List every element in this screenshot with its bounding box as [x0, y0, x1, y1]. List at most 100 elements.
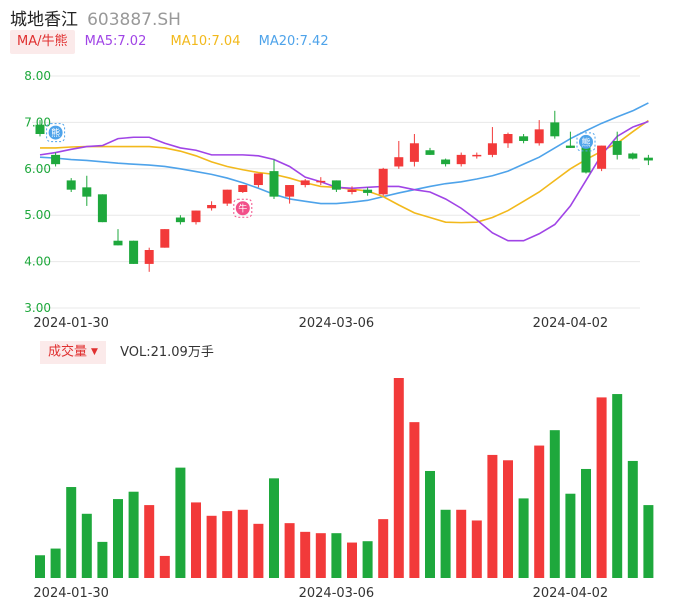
candle	[331, 180, 341, 192]
x-tick-label: 2024-03-06	[299, 316, 375, 331]
candle	[519, 134, 529, 144]
candle	[456, 152, 466, 167]
candle	[82, 175, 92, 206]
volume-bar	[409, 422, 420, 578]
ma5-line	[39, 120, 649, 242]
volume-indicator-selector[interactable]: 成交量 ▼	[40, 341, 106, 364]
candle	[409, 134, 419, 167]
candle-body	[207, 204, 217, 209]
candle	[347, 186, 357, 195]
candle-body	[316, 180, 326, 183]
volume-bar	[315, 533, 326, 578]
candle	[612, 131, 622, 160]
ma-legend: MA/牛熊 MA5:7.02 MA10:7.04 MA20:7.42	[10, 30, 329, 54]
candle	[175, 215, 185, 225]
candle	[441, 158, 451, 167]
volume-bar	[191, 502, 201, 578]
candle-body	[363, 189, 373, 193]
volume-bar	[206, 515, 217, 578]
ma-indicator-selector[interactable]: MA/牛熊	[10, 30, 75, 54]
candle	[503, 132, 513, 148]
candle-body	[472, 154, 482, 157]
volume-bar	[425, 470, 435, 578]
ma5-label: MA5:7.02	[84, 34, 147, 49]
volume-bar	[518, 498, 529, 578]
volume-bar	[284, 523, 295, 578]
candle	[51, 152, 61, 167]
candle-body	[191, 210, 201, 223]
x-tick-label: 2024-01-30	[33, 316, 109, 331]
y-tick-label: 3.00	[24, 301, 51, 315]
candle-body	[394, 157, 404, 167]
volume-bar	[643, 505, 654, 578]
volume-bar	[35, 555, 45, 578]
candle	[597, 145, 607, 172]
candle	[191, 210, 201, 225]
volume-bar	[237, 509, 248, 578]
volume-x-axis: 2024-01-30 2024-03-06 2024-04-02	[33, 586, 608, 601]
volume-bar	[440, 509, 451, 578]
candle	[378, 167, 388, 196]
volume-bar	[393, 378, 404, 578]
volume-bar	[612, 394, 623, 578]
x-tick-label: 2024-03-06	[299, 586, 375, 601]
volume-bar	[269, 478, 279, 578]
candle-body	[51, 154, 61, 165]
candle-body	[628, 153, 638, 159]
volume-bar	[128, 491, 139, 578]
y-tick-label: 8.00	[24, 69, 51, 83]
candle	[207, 201, 217, 211]
stock-name: 城地香江	[10, 10, 78, 30]
candle-body	[409, 143, 419, 162]
candle	[66, 178, 76, 192]
volume-value: VOL:21.09万手	[120, 344, 214, 360]
volume-bar	[549, 430, 560, 578]
bull-badge-icon: 牛	[233, 198, 253, 218]
stock-header: 城地香江 603887.SH	[10, 5, 181, 30]
volume-bar	[253, 523, 264, 578]
bear-badge-icon-circle	[579, 134, 593, 149]
volume-bar	[362, 541, 373, 578]
candle	[487, 127, 497, 158]
candle-body	[565, 145, 575, 148]
candle	[425, 147, 435, 155]
candle-body	[144, 250, 154, 264]
candle-body	[550, 122, 560, 137]
bear-badge-icon-frame	[576, 132, 596, 152]
candle-body	[378, 168, 388, 195]
volume-tag-label: 成交量	[48, 344, 88, 360]
price-x-axis: 2024-01-30 2024-03-06 2024-04-02	[33, 316, 608, 331]
bear-badge-icon-circle	[48, 125, 63, 140]
y-tick-label: 4.00	[24, 255, 51, 269]
volume-bar	[144, 505, 155, 578]
bear-badge-icon: 熊	[46, 123, 66, 143]
volume-bar	[159, 555, 170, 578]
y-tick-label: 6.00	[24, 162, 51, 176]
candle-body	[487, 143, 497, 155]
candle-body	[425, 150, 435, 155]
candle	[222, 189, 232, 206]
bear-badge-icon: 熊	[576, 132, 596, 152]
x-tick-label: 2024-01-30	[33, 586, 109, 601]
candle-body	[300, 180, 310, 186]
volume-bar	[66, 487, 77, 578]
candle-body	[97, 194, 107, 223]
volume-bar	[471, 520, 482, 578]
volume-bar	[113, 499, 123, 578]
candle	[300, 179, 310, 188]
volume-bar	[300, 531, 311, 578]
volume-bar	[456, 509, 467, 578]
candlesticks	[35, 110, 653, 272]
candle-body	[113, 240, 123, 246]
volume-bar	[378, 519, 389, 578]
bear-badge-icon-text: 熊	[51, 127, 60, 139]
candle	[534, 120, 544, 146]
candle	[144, 247, 154, 272]
candle	[628, 152, 638, 160]
candle-body	[597, 145, 607, 169]
candle	[472, 152, 482, 159]
ma20-line	[39, 102, 649, 205]
stock-code: 603887.SH	[87, 10, 181, 30]
candle	[35, 120, 45, 137]
